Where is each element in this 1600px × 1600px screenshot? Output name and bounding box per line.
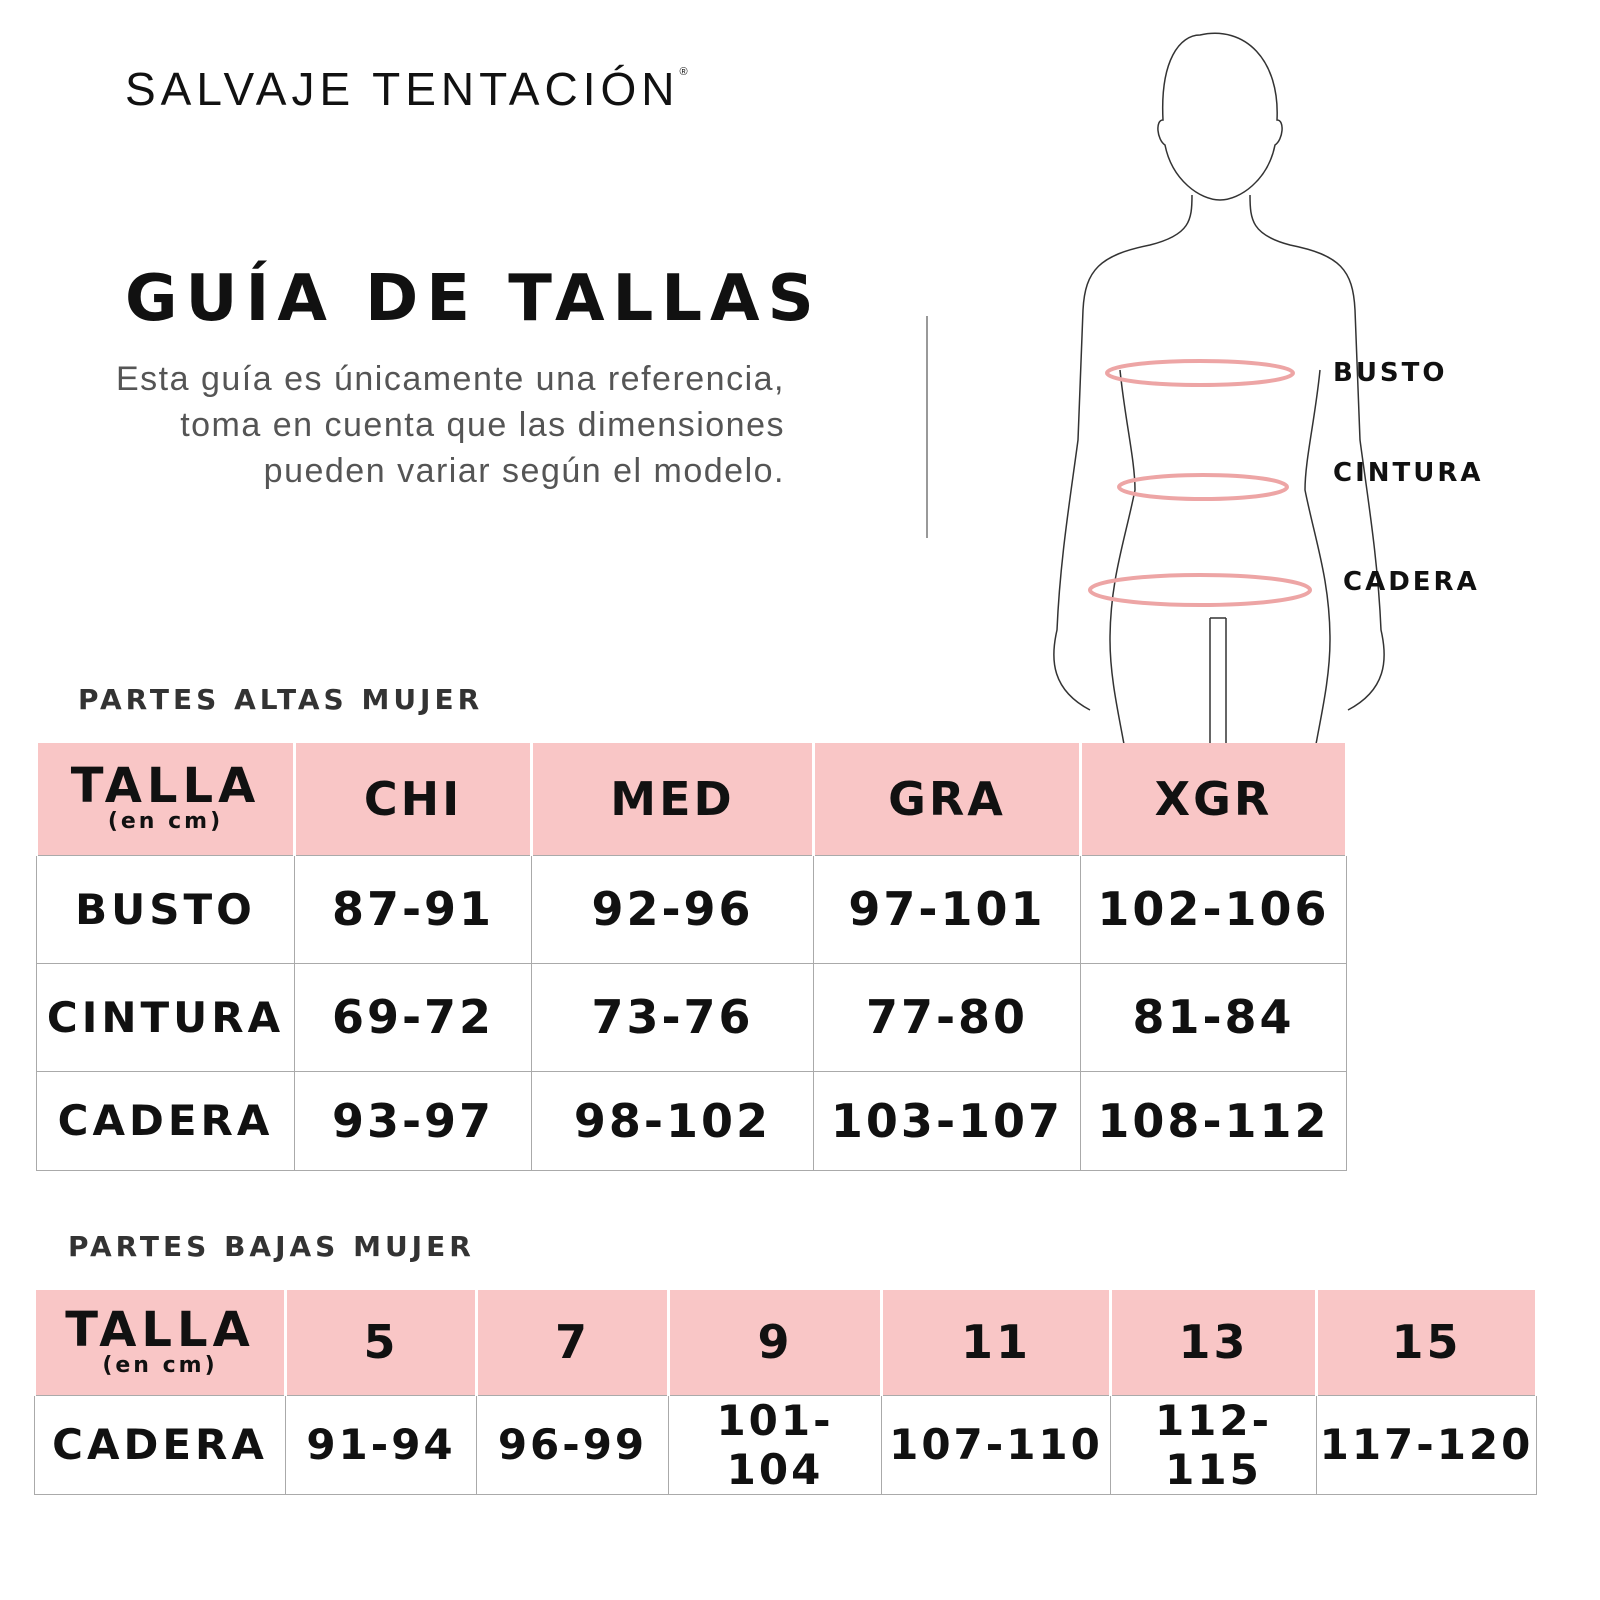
cell: 87-91 xyxy=(294,854,532,964)
cell: 98-102 xyxy=(531,1070,814,1171)
size-header: CHI xyxy=(293,743,533,855)
size-header: MED xyxy=(530,743,815,855)
row-label: CADERA xyxy=(34,1394,286,1495)
talla-header: TALLA (en cm) xyxy=(35,743,296,855)
size-header: 13 xyxy=(1109,1290,1318,1395)
cell: 69-72 xyxy=(294,962,532,1072)
figure-label-busto: BUSTO xyxy=(1333,358,1448,388)
figure-label-cintura: CINTURA xyxy=(1333,458,1484,488)
section-title-tops: PARTES ALTAS MUJER xyxy=(78,683,484,716)
table-row: BUSTO 87-91 92-96 97-101 102-106 xyxy=(36,854,1347,964)
cell: 91-94 xyxy=(285,1394,477,1495)
figure-label-cadera: CADERA xyxy=(1343,567,1480,597)
size-header: 11 xyxy=(880,1290,1112,1395)
description: Esta guía es únicamente una referencia, … xyxy=(116,360,785,490)
cell: 102-106 xyxy=(1080,854,1347,964)
page-title: GUÍA DE TALLAS xyxy=(125,262,822,336)
table-row: CADERA 93-97 98-102 103-107 108-112 xyxy=(36,1070,1347,1171)
cell: 81-84 xyxy=(1080,962,1347,1072)
size-header: 7 xyxy=(475,1290,670,1395)
section-title-bottoms: PARTES BAJAS MUJER xyxy=(68,1230,475,1263)
row-label: CADERA xyxy=(36,1070,295,1171)
size-header: 9 xyxy=(667,1290,883,1395)
cell: 103-107 xyxy=(813,1070,1081,1171)
table-row: CINTURA 69-72 73-76 77-80 81-84 xyxy=(36,962,1347,1072)
cell: 112-115 xyxy=(1110,1394,1317,1495)
table-header-row: TALLA (en cm) CHI MED GRA XGR xyxy=(35,743,1348,855)
size-header: GRA xyxy=(812,743,1082,855)
size-header: XGR xyxy=(1079,743,1348,855)
row-label: BUSTO xyxy=(36,854,295,964)
cell: 97-101 xyxy=(813,854,1081,964)
body-figure-icon xyxy=(1053,32,1385,750)
cell: 73-76 xyxy=(531,962,814,1072)
size-header: 15 xyxy=(1315,1290,1538,1395)
tops-size-table: TALLA (en cm) CHI MED GRA XGR BUSTO 87-91… xyxy=(35,743,1348,1171)
divider xyxy=(926,316,928,538)
brand-logo: SALVAJE TENTACIÓN® xyxy=(125,62,688,116)
size-header: 5 xyxy=(284,1290,478,1395)
cell: 77-80 xyxy=(813,962,1081,1072)
table-row: CADERA 91-94 96-99 101-104 107-110 112-1… xyxy=(34,1394,1537,1495)
cell: 101-104 xyxy=(668,1394,882,1495)
brand-name: SALVAJE TENTACIÓN xyxy=(125,63,680,115)
cell: 117-120 xyxy=(1316,1394,1537,1495)
bottoms-size-table: TALLA (en cm) 5 7 9 11 13 15 CADERA 91-94… xyxy=(33,1290,1538,1495)
table-header-row: TALLA (en cm) 5 7 9 11 13 15 xyxy=(33,1290,1538,1395)
cell: 107-110 xyxy=(881,1394,1111,1495)
row-label: CINTURA xyxy=(36,962,295,1072)
talla-header: TALLA (en cm) xyxy=(33,1290,287,1395)
cell: 96-99 xyxy=(476,1394,669,1495)
cell: 108-112 xyxy=(1080,1070,1347,1171)
cell: 92-96 xyxy=(531,854,814,964)
cell: 93-97 xyxy=(294,1070,532,1171)
registered-mark: ® xyxy=(679,66,688,78)
